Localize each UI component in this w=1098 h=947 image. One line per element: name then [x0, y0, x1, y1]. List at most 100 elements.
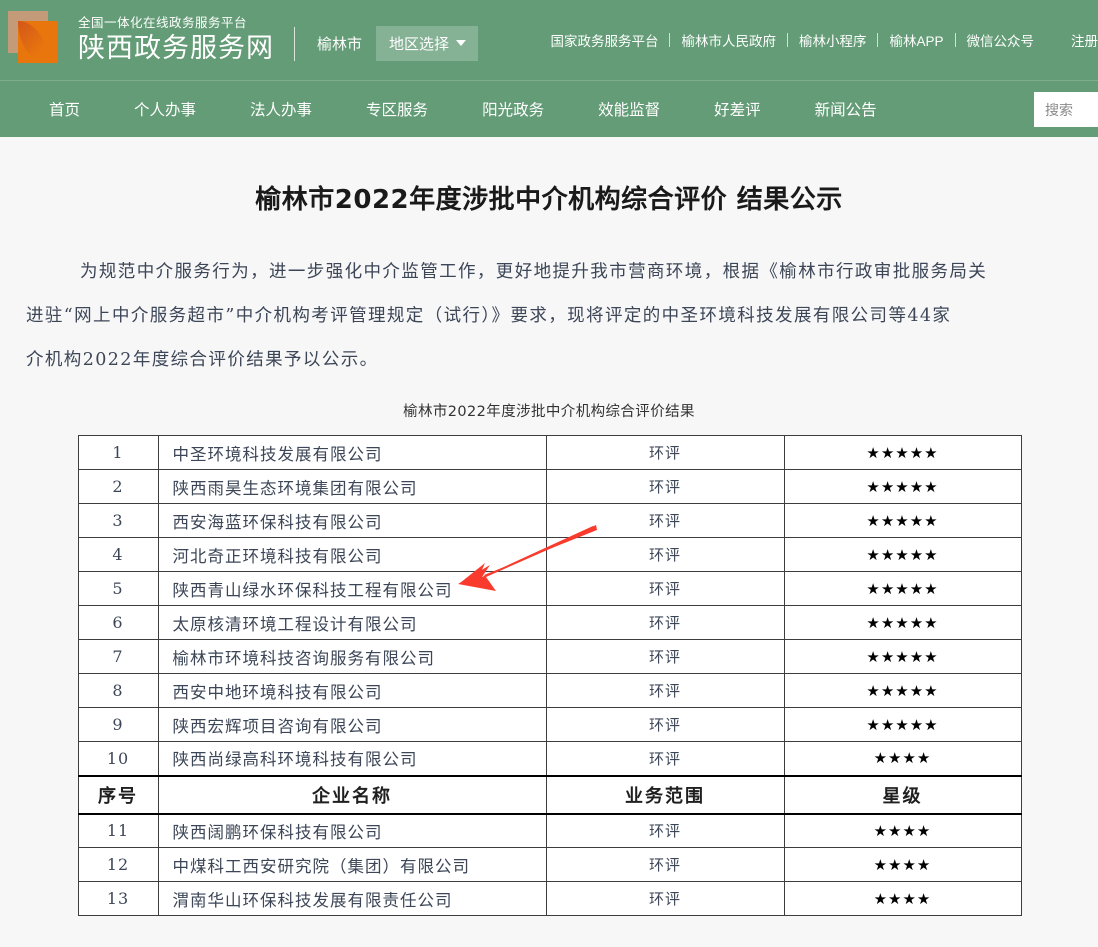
cell-company-name: 陕西阔鹏环保科技有限公司: [157, 813, 547, 848]
cell-index: 6: [77, 605, 159, 640]
cell-stars: ★★★★★: [783, 503, 1022, 538]
nav-item-supervision[interactable]: 效能监督: [598, 102, 661, 119]
cell-scope: 环评: [545, 847, 785, 882]
cell-stars: ★★★★★: [783, 605, 1022, 640]
site-title: 陕西政务服务网: [78, 32, 274, 63]
nav-item-news[interactable]: 新闻公告: [814, 102, 877, 119]
cell-index: 11: [77, 813, 159, 848]
cell-company-name: 河北奇正环境科技有限公司: [157, 537, 547, 572]
top-links: 国家政务服务平台 榆林市人民政府 榆林小程序 榆林APP 微信公众号 注册: [539, 30, 1098, 50]
top-link-app[interactable]: 榆林APP: [889, 34, 944, 49]
nav-item-personal[interactable]: 个人办事: [134, 102, 197, 119]
cell-company-name: 中煤科工西安研究院（集团）有限公司: [157, 847, 547, 882]
results-table-body: 1 中圣环境科技发展有限公司 环评 ★★★★★ 2 陕西雨昊生态环境集团有限公司 环评 ★★★…: [77, 435, 1022, 916]
divider: [786, 33, 788, 47]
table-row: 13 渭南华山环保科技发展有限责任公司 环评 ★★★★: [77, 881, 1022, 916]
table-row: 10 陕西尚绿高科环境科技有限公司 环评 ★★★★: [77, 741, 1022, 776]
cell-index: 4: [77, 537, 159, 572]
top-link-city-government[interactable]: 榆林市人民政府: [681, 34, 776, 49]
page-title: 榆林市2022年度涉批中介机构综合评价 结果公示: [255, 185, 843, 215]
page-content: 榆林市2022年度涉批中介机构综合评价 结果公示 为规范中介服务行为，进一步强化…: [0, 137, 1098, 947]
paragraph-line-1: 为规范中介服务行为，进一步强化中介监管工作，更好地提升我市营商环境，根据《榆林市…: [26, 250, 1080, 294]
cell-index: 1: [77, 435, 159, 470]
cell-scope: 环评: [545, 605, 785, 640]
cell-company-name: 陕西宏辉项目咨询有限公司: [157, 707, 547, 742]
table-row: 6 太原核清环境工程设计有限公司 环评 ★★★★★: [77, 605, 1022, 640]
cell-index: 8: [77, 673, 159, 708]
cell-company-name: 渭南华山环保科技发展有限责任公司: [157, 881, 547, 916]
cell-index: 12: [77, 847, 159, 882]
table-row: 2 陕西雨昊生态环境集团有限公司 环评 ★★★★★: [77, 469, 1022, 504]
cell-stars: ★★★★: [783, 847, 1022, 882]
article-paragraph: 为规范中介服务行为，进一步强化中介监管工作，更好地提升我市营商环境，根据《榆林市…: [0, 250, 1098, 382]
cell-scope: 环评: [545, 435, 785, 470]
table-header-stars: 星级: [783, 774, 1022, 815]
table-row: 8 西安中地环境科技有限公司 环评 ★★★★★: [77, 673, 1022, 708]
cell-company-name: 陕西尚绿高科环境科技有限公司: [157, 741, 547, 776]
table-caption: 榆林市2022年度涉批中介机构综合评价结果: [403, 404, 695, 420]
search-input[interactable]: [1045, 101, 1098, 118]
nav-item-rating[interactable]: 好差评: [714, 102, 761, 119]
search-box[interactable]: [1034, 92, 1098, 127]
cell-scope: 环评: [545, 813, 785, 848]
nav-item-zone[interactable]: 专区服务: [366, 102, 429, 119]
cell-scope: 环评: [545, 469, 785, 504]
cell-company-name: 太原核清环境工程设计有限公司: [157, 605, 547, 640]
cell-scope: 环评: [545, 537, 785, 572]
cell-index: 3: [77, 503, 159, 538]
cell-index: 5: [77, 571, 159, 606]
cell-scope: 环评: [545, 503, 785, 538]
cell-stars: ★★★★: [783, 741, 1022, 776]
cell-scope: 环评: [545, 673, 785, 708]
nav-item-legal[interactable]: 法人办事: [250, 102, 313, 119]
nav-items: 首页 个人办事 法人办事 专区服务 阳光政务 效能监督 好差评 新闻公告: [0, 98, 904, 120]
site-header: 全国一体化在线政务服务平台 陕西政务服务网 榆林市 地区选择 国家政务服务平台 …: [0, 0, 1098, 80]
cell-company-name: 榆林市环境科技咨询服务有限公司: [157, 639, 547, 674]
results-table: 1 中圣环境科技发展有限公司 环评 ★★★★★ 2 陕西雨昊生态环境集团有限公司 环评 ★★★…: [77, 435, 1022, 916]
platform-subtitle: 全国一体化在线政务服务平台: [78, 16, 248, 31]
nav-item-sunshine[interactable]: 阳光政务: [482, 102, 545, 119]
cell-company-name: 陕西雨昊生态环境集团有限公司: [157, 469, 547, 504]
top-link-wechat[interactable]: 微信公众号: [966, 34, 1035, 49]
cell-index: 2: [77, 469, 159, 504]
table-header-index: 序号: [77, 774, 159, 815]
cell-stars: ★★★★★: [783, 639, 1022, 674]
cell-scope: 环评: [545, 707, 785, 742]
table-row: 1 中圣环境科技发展有限公司 环评 ★★★★★: [77, 435, 1022, 470]
cell-index: 13: [77, 881, 159, 916]
cell-scope: 环评: [545, 741, 785, 776]
cell-stars: ★★★★★: [783, 571, 1022, 606]
paragraph-line-3: 介机构2022年度综合评价结果予以公示。: [26, 350, 379, 370]
cell-scope: 环评: [545, 639, 785, 674]
chevron-down-icon: [456, 40, 467, 46]
paragraph-line-2: 进驻“网上中介服务超市”中介机构考评管理规定（试行）》要求，现将评定的中圣环境科…: [26, 306, 952, 326]
brand-block: 全国一体化在线政务服务平台 陕西政务服务网: [78, 16, 274, 63]
register-link[interactable]: 注册: [1071, 34, 1098, 49]
cell-company-name: 陕西青山绿水环保科技工程有限公司: [157, 571, 547, 606]
cell-company-name: 西安海蓝环保科技有限公司: [157, 503, 547, 538]
cell-stars: ★★★★: [783, 813, 1022, 848]
table-row: 5 陕西青山绿水环保科技工程有限公司 环评 ★★★★★: [77, 571, 1022, 606]
brand-divider: [294, 27, 295, 61]
cell-stars: ★★★★: [783, 881, 1022, 916]
divider: [877, 33, 879, 47]
cell-company-name: 中圣环境科技发展有限公司: [157, 435, 547, 470]
results-table-wrap: 1 中圣环境科技发展有限公司 环评 ★★★★★ 2 陕西雨昊生态环境集团有限公司 环评 ★★★…: [77, 435, 1022, 916]
top-link-miniprogram[interactable]: 榆林小程序: [798, 34, 867, 49]
table-row: 4 河北奇正环境科技有限公司 环评 ★★★★★: [77, 537, 1022, 572]
cell-stars: ★★★★★: [783, 469, 1022, 504]
table-row: 7 榆林市环境科技咨询服务有限公司 环评 ★★★★★: [77, 639, 1022, 674]
region-select-button[interactable]: 地区选择: [376, 25, 479, 61]
top-link-national-platform[interactable]: 国家政务服务平台: [550, 34, 659, 49]
table-header-row: 序号 企业名称 业务范围 星级: [77, 774, 1022, 815]
nav-item-home[interactable]: 首页: [49, 102, 81, 119]
cell-scope: 环评: [545, 881, 785, 916]
table-header-scope: 业务范围: [545, 774, 785, 815]
divider: [669, 33, 671, 47]
cell-stars: ★★★★★: [783, 435, 1022, 470]
current-city-label: 榆林市: [317, 35, 363, 53]
paragraph-text-1: 为规范中介服务行为，进一步强化中介监管工作，更好地提升我市营商环境，根据《榆林市…: [80, 262, 988, 282]
table-row: 12 中煤科工西安研究院（集团）有限公司 环评 ★★★★: [77, 847, 1022, 882]
site-logo[interactable]: [8, 9, 66, 71]
table-row: 11 陕西阔鹏环保科技有限公司 环评 ★★★★: [77, 813, 1022, 848]
